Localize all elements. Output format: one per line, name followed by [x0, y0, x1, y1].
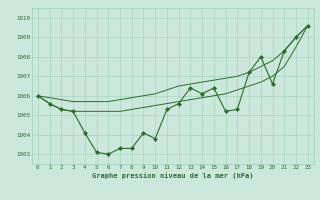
X-axis label: Graphe pression niveau de la mer (hPa): Graphe pression niveau de la mer (hPa): [92, 172, 253, 179]
